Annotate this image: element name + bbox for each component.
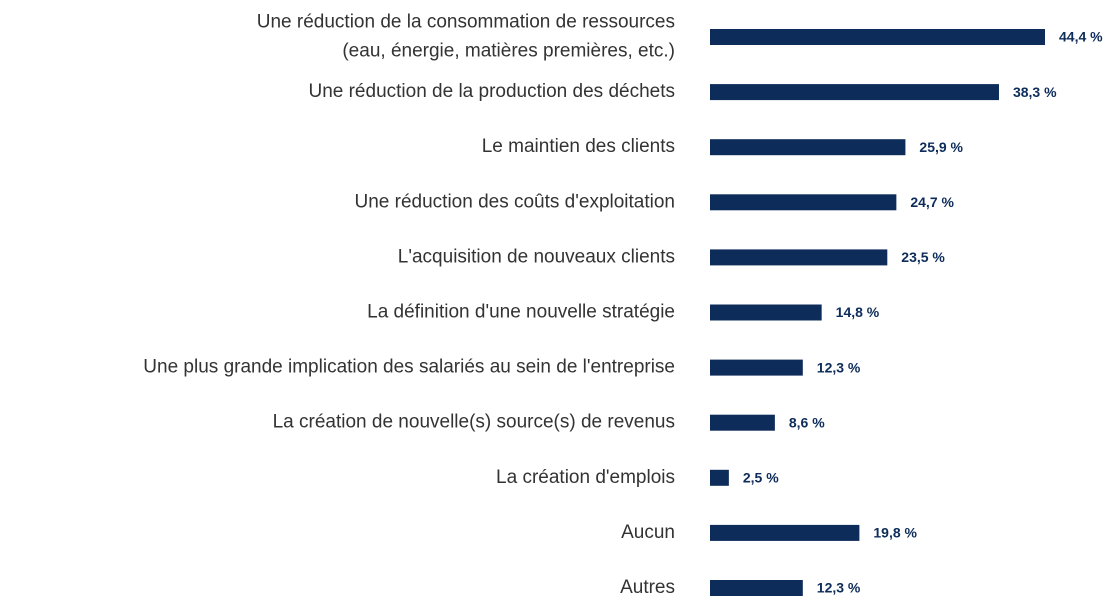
- bar: [710, 29, 1045, 45]
- bar: [710, 414, 775, 431]
- bar: [710, 524, 860, 541]
- value-label: 12,3 %: [817, 359, 861, 375]
- bar: [710, 84, 999, 101]
- category-label: Une réduction de la consommation de ress…: [257, 12, 675, 33]
- bar: [710, 304, 822, 321]
- value-label: 2,5 %: [743, 470, 779, 486]
- category-label: Une réduction des coûts d'exploitation: [355, 191, 676, 212]
- category-label: La définition d'une nouvelle stratégie: [367, 302, 675, 323]
- category-label: La création de nouvelle(s) source(s) de …: [273, 412, 675, 433]
- value-label: 23,5 %: [901, 249, 945, 265]
- value-label: 8,6 %: [789, 414, 825, 430]
- category-label: Le maintien des clients: [482, 136, 675, 157]
- category-label: Une réduction de la production des déche…: [308, 81, 675, 102]
- bar: [710, 249, 888, 266]
- bar: [710, 359, 803, 376]
- value-label: 12,3 %: [817, 580, 861, 596]
- bar: [710, 580, 803, 596]
- category-label: Une plus grande implication des salariés…: [143, 357, 675, 378]
- bar: [710, 194, 897, 211]
- category-label: Aucun: [621, 522, 675, 543]
- category-label: La création d'emplois: [496, 467, 675, 488]
- bar: [710, 139, 906, 156]
- category-label: Autres: [620, 577, 675, 598]
- value-label: 24,7 %: [910, 194, 954, 210]
- value-label: 38,3 %: [1013, 84, 1057, 100]
- category-label: L'acquisition de nouveaux clients: [398, 246, 675, 267]
- value-label: 25,9 %: [919, 139, 963, 155]
- value-label: 14,8 %: [836, 304, 880, 320]
- bar: [710, 469, 729, 486]
- value-label: 44,4 %: [1059, 29, 1103, 45]
- value-label: 19,8 %: [873, 525, 917, 541]
- category-label: (eau, énergie, matières premières, etc.): [342, 41, 675, 62]
